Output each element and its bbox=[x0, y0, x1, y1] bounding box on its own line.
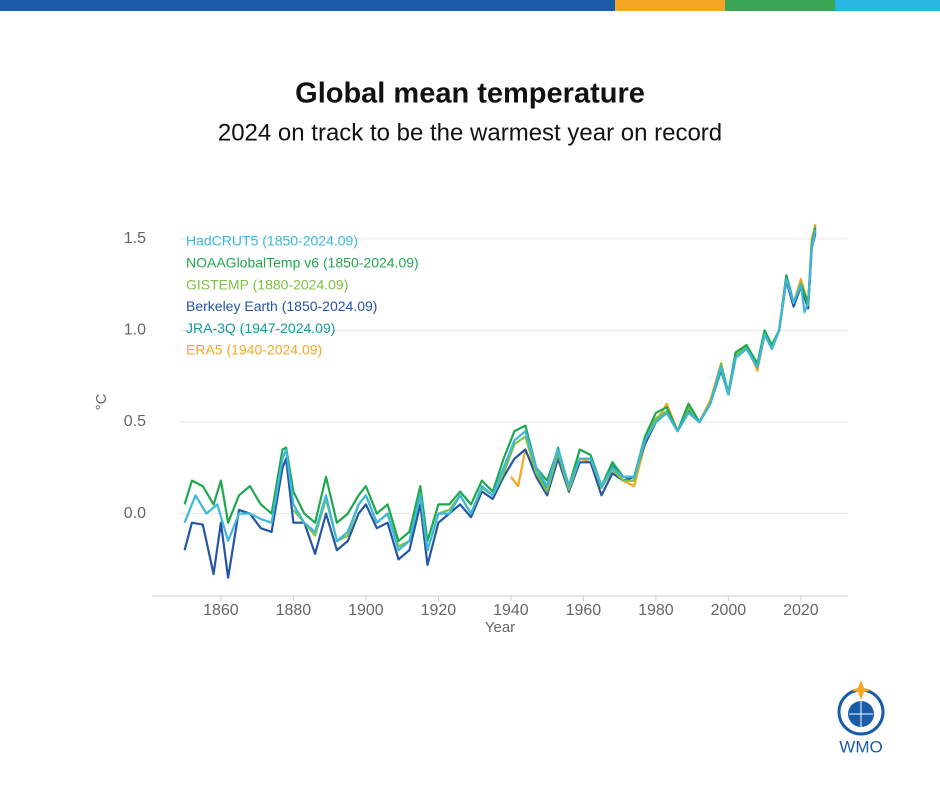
chart-title: Global mean temperature bbox=[295, 78, 645, 110]
top-bar bbox=[835, 0, 940, 11]
x-tick-label: 1880 bbox=[276, 602, 312, 619]
top-bar bbox=[615, 0, 725, 11]
x-tick-label: 2000 bbox=[711, 602, 747, 619]
top-bar bbox=[725, 0, 835, 11]
x-tick-label: 1980 bbox=[638, 602, 674, 619]
legend-entry: HadCRUT5 (1850-2024.09) bbox=[186, 233, 358, 249]
chart-subtitle: 2024 on track to be the warmest year on … bbox=[218, 119, 722, 146]
logo-text: WMO bbox=[839, 737, 882, 756]
y-tick-label: 0.0 bbox=[124, 505, 146, 522]
x-tick-label: 1860 bbox=[203, 602, 239, 619]
legend-entry: Berkeley Earth (1850-2024.09) bbox=[186, 298, 377, 314]
x-tick-label: 1960 bbox=[566, 602, 602, 619]
y-tick-label: 1.5 bbox=[124, 230, 146, 247]
legend-entry: NOAAGlobalTemp v6 (1850-2024.09) bbox=[186, 255, 419, 271]
x-tick-label: 1920 bbox=[421, 602, 457, 619]
wmo-logo: WMO bbox=[837, 680, 885, 756]
x-axis-label: Year bbox=[485, 619, 515, 636]
y-tick-label: 0.5 bbox=[124, 413, 146, 430]
legend-entry: JRA-3Q (1947-2024.09) bbox=[186, 320, 335, 336]
y-tick-label: 1.0 bbox=[124, 322, 146, 339]
series-line bbox=[183, 229, 817, 552]
x-tick-label: 1900 bbox=[348, 602, 384, 619]
series-line bbox=[535, 231, 817, 491]
series-line bbox=[183, 227, 817, 543]
x-tick-label: 2020 bbox=[783, 602, 819, 619]
legend-entry: GISTEMP (1880-2024.09) bbox=[186, 276, 348, 292]
legend-entry: ERA5 (1940-2024.09) bbox=[186, 342, 322, 358]
x-tick-label: 1940 bbox=[493, 602, 529, 619]
y-axis-label: °C bbox=[93, 393, 110, 410]
top-bar bbox=[0, 0, 615, 11]
